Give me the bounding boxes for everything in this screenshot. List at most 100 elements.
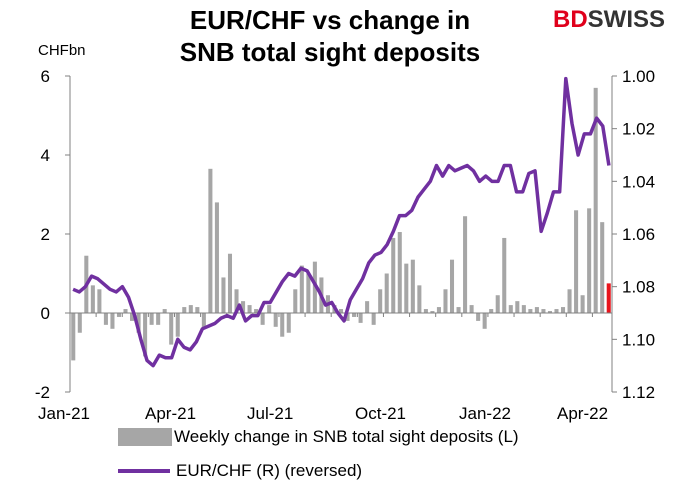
bar [123, 309, 128, 313]
logo-part-bd: BD [553, 6, 588, 33]
axes [65, 75, 617, 393]
right-tick-label: 1.12 [622, 383, 655, 402]
x-tick-label: Oct-21 [355, 404, 406, 423]
bdswiss-logo: BDSWISS [553, 6, 665, 34]
bar [234, 289, 239, 313]
bar [345, 313, 350, 321]
bar [188, 305, 193, 313]
bar [130, 313, 135, 321]
bar [547, 311, 552, 313]
bar [241, 301, 246, 313]
bar [587, 208, 592, 313]
left-tick-label: 6 [41, 67, 50, 86]
bar [476, 313, 481, 321]
right-tick-label: 1.02 [622, 120, 655, 139]
right-tick-label: 1.10 [622, 330, 655, 349]
bar [423, 309, 428, 313]
bar [306, 273, 311, 313]
bar [247, 305, 252, 313]
bar [397, 232, 402, 313]
bar [528, 309, 533, 313]
left-tick-label: 2 [41, 225, 50, 244]
chart-title: EUR/CHF vs change in SNB total sight dep… [120, 4, 540, 68]
bar [103, 313, 108, 325]
legend-label-bars: Weekly change in SNB total sight deposit… [174, 427, 519, 446]
bar [606, 283, 611, 314]
bar [456, 307, 461, 313]
bar [97, 289, 102, 313]
bar [182, 307, 187, 313]
bar [534, 307, 539, 313]
bar [391, 237, 396, 313]
bar [449, 259, 455, 313]
bar [508, 305, 513, 313]
x-tick-label: Jul-21 [247, 404, 293, 423]
bar [338, 309, 344, 313]
bar [417, 285, 422, 313]
bar [169, 313, 174, 345]
bar [541, 309, 546, 313]
right-tick-label: 1.06 [622, 225, 655, 244]
bar [404, 263, 409, 314]
x-tick-label: Apr-22 [557, 404, 608, 423]
right-tick-label: 1.04 [622, 172, 655, 191]
bar [410, 259, 415, 313]
bar [469, 305, 474, 313]
bar [280, 313, 285, 337]
bar [267, 305, 272, 313]
bar [358, 313, 363, 323]
bar [90, 285, 95, 313]
axis-labels: -2 0 2 4 6 1.00 1.02 1.04 1.06 1.08 1.10 1.12 Jan-21… [35, 67, 655, 423]
bar [214, 202, 219, 313]
bar [554, 309, 559, 313]
bar [149, 313, 154, 325]
bar [299, 265, 304, 313]
bar [600, 222, 605, 313]
x-tick-label: Apr-21 [145, 404, 196, 423]
title-line-2: SNB total sight deposits [179, 37, 481, 67]
bar [482, 313, 487, 329]
bar [175, 313, 180, 337]
bar [201, 313, 206, 329]
bar [143, 313, 148, 357]
bar [430, 311, 435, 313]
right-tick-label: 1.00 [622, 67, 655, 86]
bar [463, 216, 468, 313]
bar [521, 305, 526, 313]
bar [260, 313, 265, 325]
legend-item-bars: Weekly change in SNB total sight deposit… [118, 427, 519, 447]
bar [195, 307, 200, 313]
title-line-1: EUR/CHF vs change in [189, 5, 471, 35]
bar [110, 313, 115, 329]
bar [436, 307, 441, 313]
bar [443, 289, 448, 313]
bar [227, 253, 233, 313]
right-tick-label: 1.08 [622, 278, 655, 297]
bar [156, 313, 161, 325]
bar [378, 289, 383, 313]
bar [574, 210, 579, 313]
bar [384, 273, 389, 313]
bar [71, 313, 76, 361]
bar [489, 309, 494, 313]
legend-item-line: EUR/CHF (R) (reversed) [118, 461, 362, 481]
bar [254, 309, 259, 313]
line-series [72, 76, 611, 368]
bar [561, 307, 566, 313]
left-axis-unit: CHFbn [38, 42, 86, 59]
bar [116, 313, 121, 317]
bar [293, 289, 298, 313]
bar [208, 168, 213, 313]
bar [221, 277, 226, 313]
bar [567, 289, 572, 313]
bar [286, 313, 291, 333]
logo-part-swiss: SWISS [587, 6, 666, 33]
legend-label-line: EUR/CHF (R) (reversed) [176, 461, 363, 480]
x-tick-label: Jan-22 [459, 404, 511, 423]
bar [352, 313, 357, 317]
bar [593, 87, 598, 313]
legend-swatch-line [118, 469, 170, 473]
left-tick-label: 4 [41, 146, 50, 165]
x-tick-label: Jan-21 [38, 404, 90, 423]
left-tick-label: -2 [35, 383, 50, 402]
